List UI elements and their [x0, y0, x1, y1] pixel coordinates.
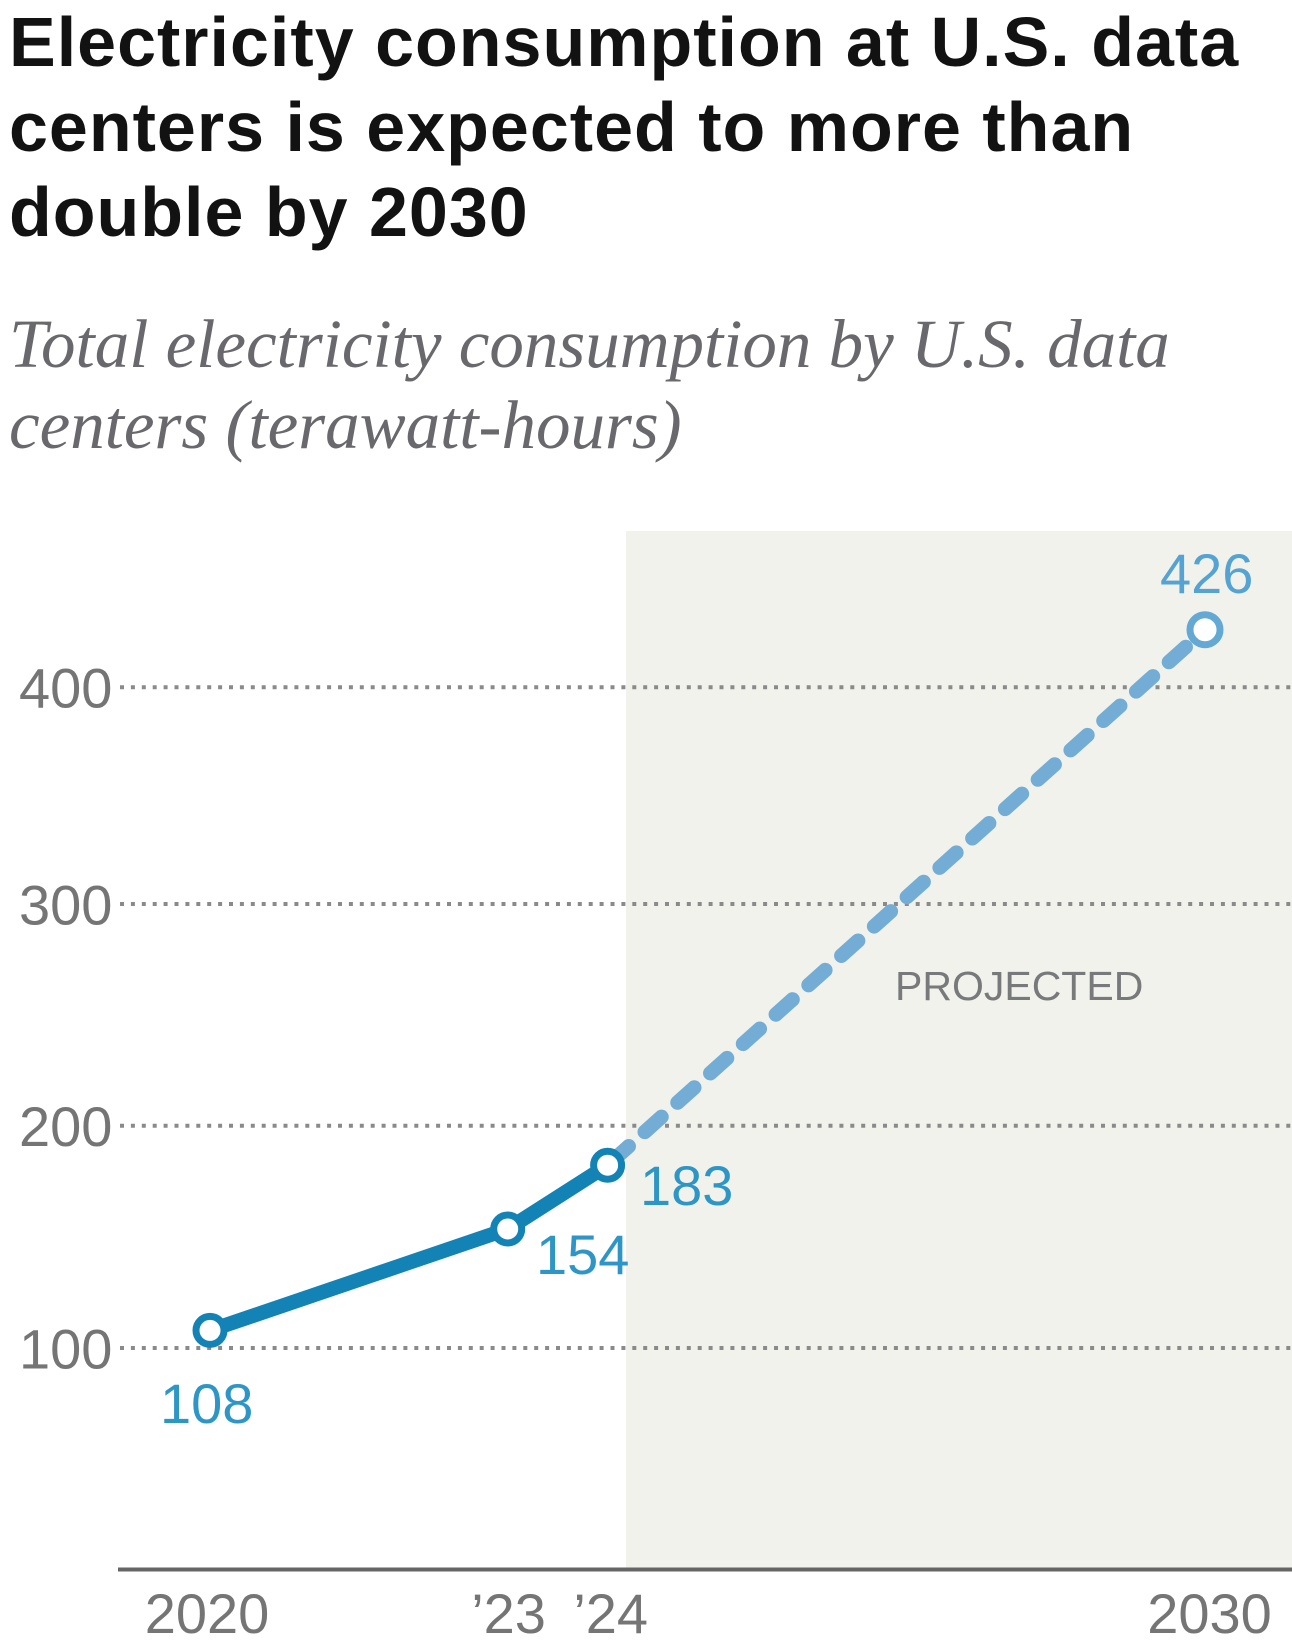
svg-text:400: 400: [19, 657, 112, 720]
svg-text:2020: 2020: [145, 1582, 270, 1645]
svg-text:300: 300: [19, 873, 112, 936]
svg-text:183: 183: [640, 1154, 733, 1217]
svg-text:200: 200: [19, 1095, 112, 1158]
svg-text:100: 100: [19, 1317, 112, 1380]
svg-text:’23: ’23: [471, 1582, 546, 1645]
svg-text:2030: 2030: [1147, 1582, 1272, 1645]
svg-text:154: 154: [536, 1223, 629, 1286]
svg-text:PROJECTED: PROJECTED: [895, 963, 1143, 1009]
svg-text:108: 108: [160, 1372, 253, 1435]
svg-text:426: 426: [1160, 542, 1253, 605]
svg-text:’24: ’24: [573, 1582, 648, 1645]
